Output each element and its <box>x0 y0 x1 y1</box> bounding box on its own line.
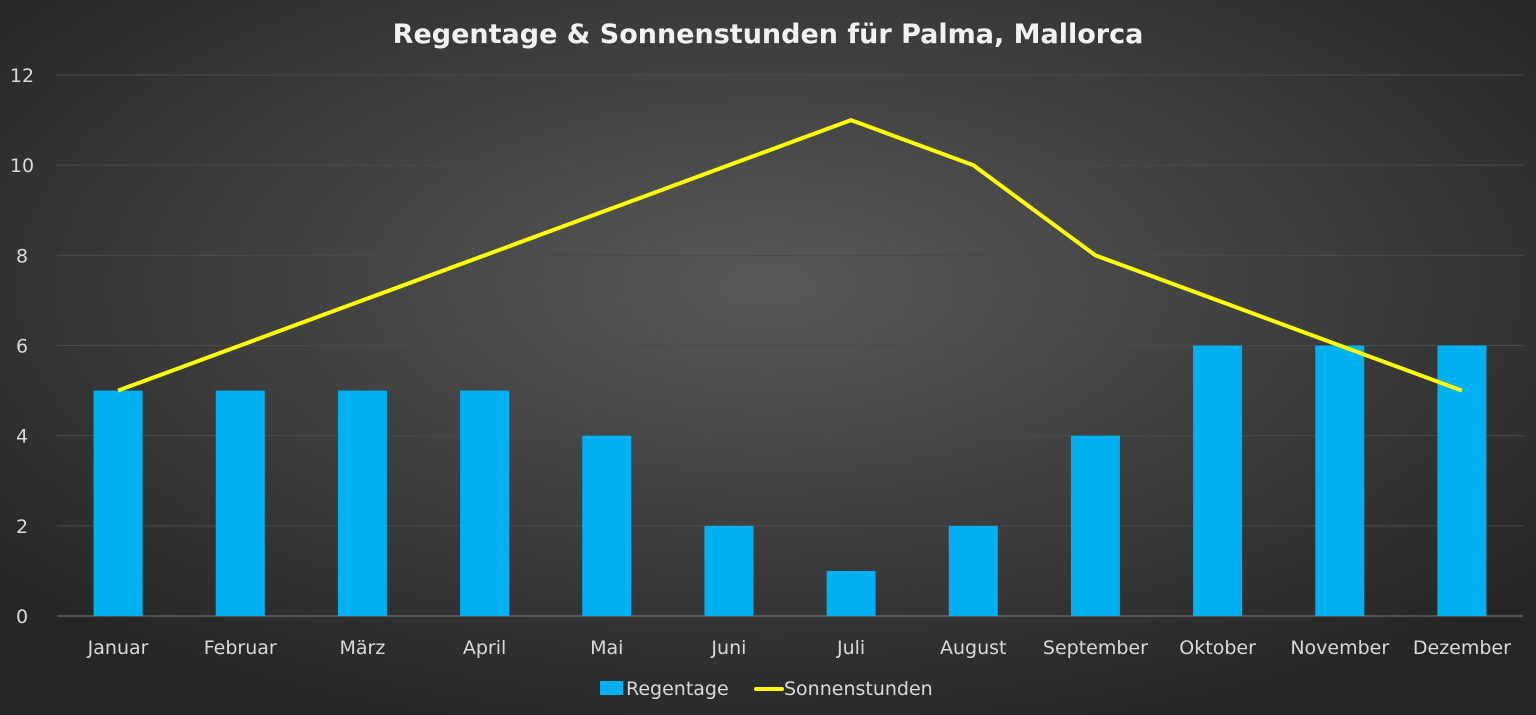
bar-regentage <box>1070 435 1120 616</box>
x-tick-label: Juni <box>710 637 746 659</box>
bar-regentage <box>460 390 510 616</box>
x-tick-label: Dezember <box>1413 637 1511 659</box>
x-tick-label: Oktober <box>1179 637 1256 659</box>
x-tick-label: Januar <box>87 637 149 659</box>
bar-regentage <box>215 390 265 616</box>
x-tick-label: März <box>340 637 386 659</box>
y-tick-label: 6 <box>16 336 28 358</box>
bar-regentage <box>1315 345 1365 616</box>
y-tick-label: 12 <box>10 65 34 87</box>
y-tick-label: 0 <box>16 606 28 628</box>
bar-regentage <box>582 435 632 616</box>
bar-regentage <box>337 390 387 616</box>
chart-title: Regentage & Sonnenstunden für Palma, Mal… <box>393 19 1144 50</box>
bar-regentage <box>93 390 143 616</box>
line-sonnenstunden <box>117 118 1463 393</box>
y-tick-label: 8 <box>16 245 28 267</box>
x-tick-label: Februar <box>204 637 277 659</box>
x-tick-label: April <box>463 637 506 659</box>
bar-regentage <box>704 525 754 616</box>
y-tick-label: 10 <box>10 155 34 177</box>
legend: Regentage Sonnenstunden <box>600 678 933 700</box>
legend-label-sonnenstunden: Sonnenstunden <box>784 678 933 700</box>
y-tick-label: 2 <box>16 516 28 538</box>
legend-swatch-regentage <box>600 681 623 695</box>
y-tick-label: 4 <box>16 426 28 448</box>
x-tick-label: August <box>940 637 1007 659</box>
bar-regentage <box>1193 345 1243 616</box>
x-tick-label: November <box>1290 637 1389 659</box>
bar-regentage <box>948 525 998 616</box>
x-tick-label: September <box>1043 637 1148 659</box>
x-tick-label: Juli <box>836 637 865 659</box>
x-tick-label: Mai <box>590 637 623 659</box>
legend-label-regentage: Regentage <box>626 678 729 700</box>
bar-regentage <box>826 570 876 616</box>
